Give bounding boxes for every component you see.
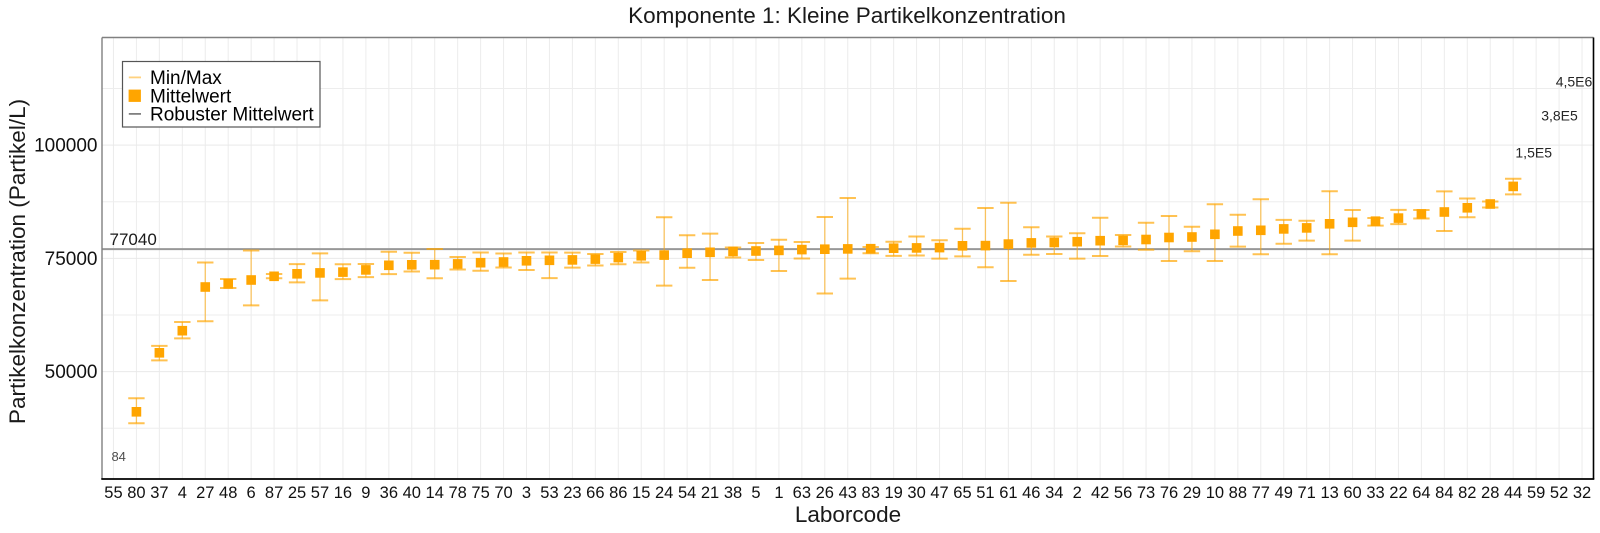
svg-text:53: 53 bbox=[540, 484, 558, 502]
svg-text:43: 43 bbox=[839, 484, 857, 502]
svg-text:50000: 50000 bbox=[45, 362, 98, 383]
svg-text:57: 57 bbox=[311, 484, 329, 502]
svg-text:15: 15 bbox=[632, 484, 650, 502]
svg-text:47: 47 bbox=[930, 484, 948, 502]
svg-text:14: 14 bbox=[426, 484, 444, 502]
svg-text:46: 46 bbox=[1022, 484, 1040, 502]
svg-text:82: 82 bbox=[1458, 484, 1476, 502]
svg-text:32: 32 bbox=[1573, 484, 1591, 502]
svg-text:48: 48 bbox=[219, 484, 237, 502]
svg-text:63: 63 bbox=[793, 484, 811, 502]
svg-text:84: 84 bbox=[111, 449, 125, 464]
svg-text:44: 44 bbox=[1504, 484, 1522, 502]
svg-text:Komponente 1: Kleine Partikelk: Komponente 1: Kleine Partikelkonzentrati… bbox=[628, 3, 1066, 28]
svg-text:34: 34 bbox=[1045, 484, 1063, 502]
svg-text:59: 59 bbox=[1527, 484, 1545, 502]
svg-text:36: 36 bbox=[380, 484, 398, 502]
svg-text:22: 22 bbox=[1389, 484, 1407, 502]
svg-text:3,8E5: 3,8E5 bbox=[1541, 108, 1578, 124]
svg-text:75: 75 bbox=[471, 484, 489, 502]
svg-text:70: 70 bbox=[494, 484, 512, 502]
svg-text:77040: 77040 bbox=[110, 230, 157, 249]
svg-text:9: 9 bbox=[361, 484, 370, 502]
svg-text:6: 6 bbox=[247, 484, 256, 502]
svg-text:30: 30 bbox=[907, 484, 925, 502]
svg-text:Min/Max: Min/Max bbox=[150, 68, 222, 89]
svg-text:51: 51 bbox=[976, 484, 994, 502]
svg-text:Mittelwert: Mittelwert bbox=[150, 86, 232, 107]
svg-text:55: 55 bbox=[104, 484, 122, 502]
svg-text:3: 3 bbox=[522, 484, 531, 502]
svg-text:38: 38 bbox=[724, 484, 742, 502]
svg-text:73: 73 bbox=[1137, 484, 1155, 502]
svg-text:64: 64 bbox=[1412, 484, 1430, 502]
svg-text:29: 29 bbox=[1183, 484, 1201, 502]
svg-text:66: 66 bbox=[586, 484, 604, 502]
svg-text:4,5E6: 4,5E6 bbox=[1556, 74, 1593, 90]
svg-text:86: 86 bbox=[609, 484, 627, 502]
svg-text:80: 80 bbox=[127, 484, 145, 502]
svg-text:56: 56 bbox=[1114, 484, 1132, 502]
svg-text:49: 49 bbox=[1275, 484, 1293, 502]
svg-text:78: 78 bbox=[448, 484, 466, 502]
svg-text:60: 60 bbox=[1343, 484, 1361, 502]
svg-text:61: 61 bbox=[999, 484, 1017, 502]
svg-text:4: 4 bbox=[178, 484, 187, 502]
svg-text:2: 2 bbox=[1073, 484, 1082, 502]
svg-text:52: 52 bbox=[1550, 484, 1568, 502]
svg-text:88: 88 bbox=[1229, 484, 1247, 502]
svg-text:33: 33 bbox=[1366, 484, 1384, 502]
svg-text:100000: 100000 bbox=[34, 136, 97, 157]
svg-text:77: 77 bbox=[1252, 484, 1270, 502]
svg-text:1: 1 bbox=[774, 484, 783, 502]
svg-text:42: 42 bbox=[1091, 484, 1109, 502]
svg-text:37: 37 bbox=[150, 484, 168, 502]
svg-text:1,5E5: 1,5E5 bbox=[1515, 145, 1552, 161]
svg-text:83: 83 bbox=[862, 484, 880, 502]
svg-text:Partikelkonzentration (Partike: Partikelkonzentration (Partikel/L) bbox=[5, 99, 30, 424]
svg-text:16: 16 bbox=[334, 484, 352, 502]
svg-text:26: 26 bbox=[816, 484, 834, 502]
svg-text:23: 23 bbox=[563, 484, 581, 502]
svg-text:76: 76 bbox=[1160, 484, 1178, 502]
svg-text:75000: 75000 bbox=[45, 249, 98, 270]
svg-text:25: 25 bbox=[288, 484, 306, 502]
svg-text:71: 71 bbox=[1297, 484, 1315, 502]
svg-text:84: 84 bbox=[1435, 484, 1453, 502]
svg-text:19: 19 bbox=[884, 484, 902, 502]
svg-text:54: 54 bbox=[678, 484, 696, 502]
svg-text:65: 65 bbox=[953, 484, 971, 502]
svg-text:10: 10 bbox=[1206, 484, 1224, 502]
svg-text:27: 27 bbox=[196, 484, 214, 502]
svg-text:21: 21 bbox=[701, 484, 719, 502]
svg-text:28: 28 bbox=[1481, 484, 1499, 502]
svg-text:13: 13 bbox=[1320, 484, 1338, 502]
svg-text:5: 5 bbox=[751, 484, 760, 502]
svg-text:24: 24 bbox=[655, 484, 673, 502]
svg-text:Robuster Mittelwert: Robuster Mittelwert bbox=[150, 105, 314, 126]
svg-text:40: 40 bbox=[403, 484, 421, 502]
svg-text:87: 87 bbox=[265, 484, 283, 502]
svg-text:Laborcode: Laborcode bbox=[795, 502, 901, 527]
